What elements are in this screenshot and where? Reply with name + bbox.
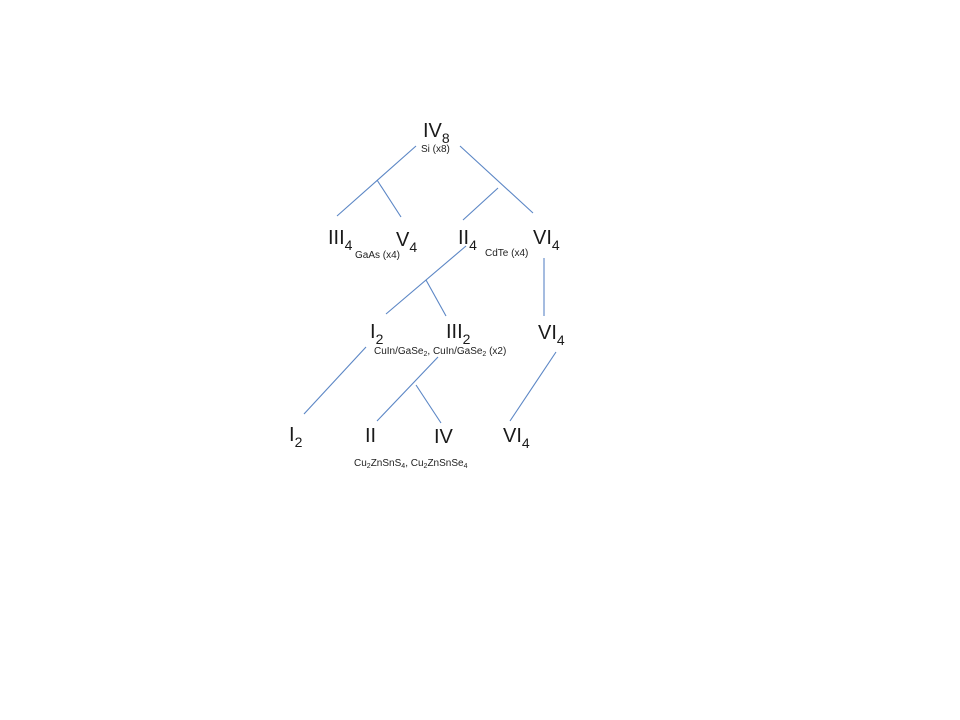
node-v4-base: V [396, 229, 410, 251]
connector-i-iii-split [425, 279, 447, 317]
caption-cigs: CuIn/GaSe2, CuIn/GaSe2 (x2) [374, 346, 507, 359]
caption-cigs-part2: , CuIn/GaSe [427, 346, 483, 357]
connector-iv8-left [336, 145, 417, 217]
connector-vi4-vi4 [509, 351, 557, 422]
caption-cdte: CdTe (x4) [485, 248, 529, 259]
connector-ii-vi-split [462, 187, 499, 221]
node-vi4-row2: VI4 [533, 227, 560, 252]
node-iii2-base: III [446, 321, 463, 343]
node-i2-row4-sub: 2 [294, 434, 303, 450]
caption-czts-sub2: 4 [401, 463, 406, 470]
caption-cigs-part1: CuIn/GaSe [374, 346, 424, 357]
connector-iii-v-split [376, 179, 402, 218]
caption-czts-sub4: 4 [463, 463, 468, 470]
node-i2-row4: I2 [289, 424, 302, 449]
node-iv-row4-base: IV [434, 426, 453, 448]
caption-cigs-sub1: 2 [423, 351, 428, 358]
node-vi4-row4-base: VI [503, 425, 522, 447]
node-i2-row4-base: I [289, 424, 295, 446]
node-ii4-base: II [458, 227, 470, 249]
node-iii2-sub: 2 [462, 331, 471, 347]
node-iii2: III2 [446, 321, 470, 346]
node-iv8: IV8 [423, 120, 450, 145]
connector-ii-iv-split [415, 384, 442, 424]
node-vi4-row4-sub: 4 [521, 435, 530, 451]
node-ii-row4-base: II [365, 425, 377, 447]
caption-czts-part2: ZnSnS [370, 458, 402, 469]
node-iii4-sub: 4 [344, 237, 353, 253]
node-i2-row3: I2 [370, 321, 383, 346]
node-v4-sub: 4 [409, 239, 418, 255]
node-iv8-sub: 8 [441, 130, 450, 146]
node-vi4-row2-base: VI [533, 227, 552, 249]
connector-i2-i2 [303, 346, 367, 415]
node-iii4-base: III [328, 227, 345, 249]
node-iii4: III4 [328, 227, 352, 252]
caption-cigs-part3: (x2) [486, 346, 507, 357]
node-vi4-row3: VI4 [538, 322, 565, 347]
caption-cigs-sub2: 2 [482, 351, 487, 358]
node-vi4-row3-base: VI [538, 322, 557, 344]
caption-czts-part3: , Cu [405, 458, 424, 469]
node-vi4-row3-sub: 4 [556, 332, 565, 348]
node-i2-row3-base: I [370, 321, 376, 343]
node-ii-row4: II [365, 426, 376, 446]
node-vi4-row4: VI4 [503, 425, 530, 450]
connector-iv8-right [459, 145, 534, 214]
caption-czts: Cu2ZnSnS4, Cu2ZnSnSe4 [354, 458, 468, 471]
caption-gaas: GaAs (x4) [355, 250, 401, 261]
connector-iii2-ii [376, 356, 439, 422]
node-vi4-row2-sub: 4 [551, 237, 560, 253]
node-iv-row4: IV [434, 427, 453, 447]
node-ii4: II4 [458, 227, 477, 252]
node-i2-row3-sub: 2 [375, 331, 384, 347]
caption-czts-part1: Cu [354, 458, 367, 469]
node-v4: V4 [396, 229, 417, 254]
caption-si: Si (x8) [421, 144, 450, 155]
node-iv8-base: IV [423, 120, 442, 142]
caption-czts-sub3: 2 [423, 463, 428, 470]
caption-czts-part4: ZnSnSe [427, 458, 464, 469]
node-ii4-sub: 4 [469, 237, 477, 253]
caption-czts-sub1: 2 [366, 463, 371, 470]
